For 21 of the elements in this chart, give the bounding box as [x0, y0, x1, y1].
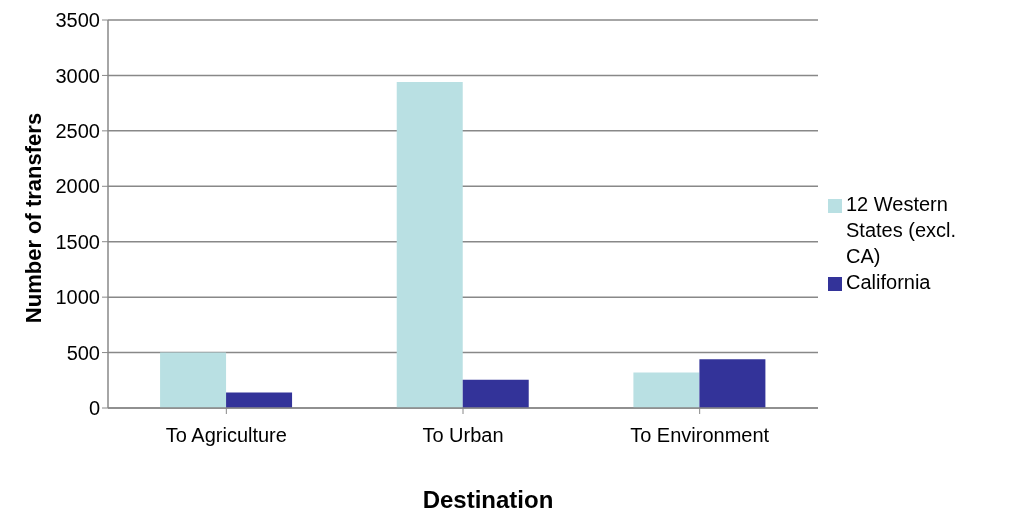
y-tick-label: 500 — [66, 341, 100, 364]
legend-label: 12 Western States (excl. CA) — [846, 192, 958, 269]
x-tick-label: To Urban — [422, 424, 504, 447]
legend-label: California — [846, 270, 932, 295]
y-tick-label: 2000 — [55, 175, 100, 198]
x-tick-label: To Environment — [630, 424, 770, 447]
y-tick-label: 1500 — [55, 230, 100, 253]
y-tick-label: 3500 — [55, 9, 100, 32]
bar — [396, 82, 463, 408]
bar — [699, 359, 766, 408]
y-tick-label: 2500 — [55, 119, 100, 142]
bar — [160, 352, 227, 408]
x-axis-title: Destination — [422, 486, 554, 513]
y-tick-label: 3000 — [55, 64, 100, 87]
y-axis-title: Number of transfers — [21, 112, 47, 324]
bar — [226, 392, 293, 408]
bar — [633, 372, 700, 408]
bar — [462, 379, 529, 408]
x-tick-label: To Agriculture — [165, 424, 287, 447]
y-tick-label: 1000 — [55, 286, 100, 309]
y-tick-label: 0 — [88, 397, 100, 420]
